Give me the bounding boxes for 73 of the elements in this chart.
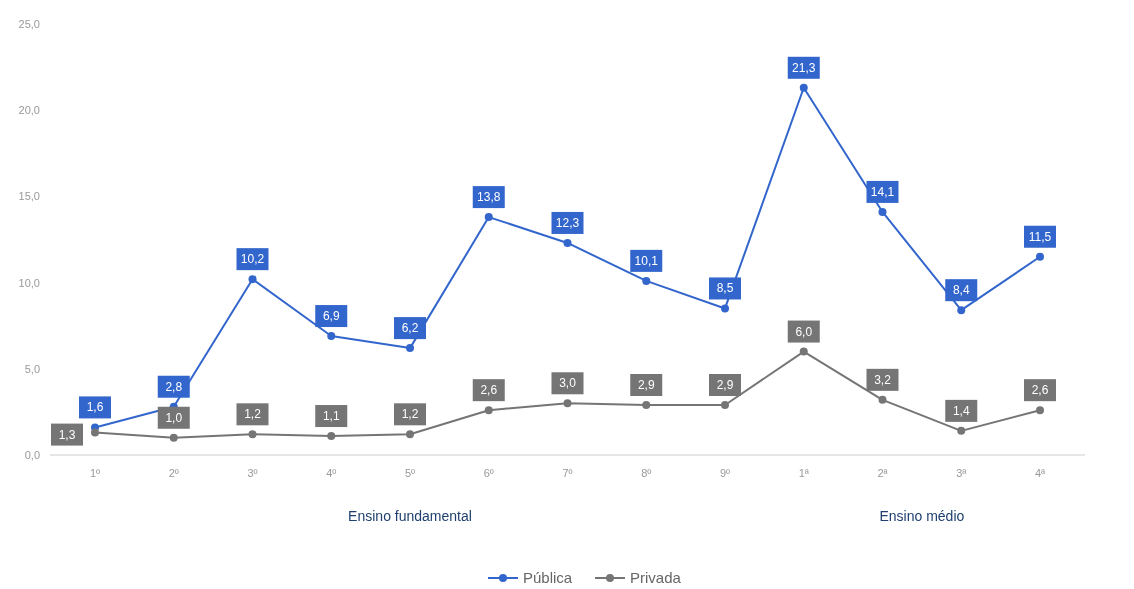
y-tick-label: 15,0 xyxy=(18,190,40,203)
point xyxy=(721,401,729,409)
x-tick-label: 7º xyxy=(562,467,573,479)
y-tick-label: 0,0 xyxy=(24,449,40,461)
point xyxy=(406,430,414,439)
point xyxy=(248,430,257,439)
data-label: 1,6 xyxy=(86,400,104,415)
x-tick-label: 2ª xyxy=(877,467,889,479)
y-tick-label: 25,0 xyxy=(18,18,40,30)
point xyxy=(563,399,572,408)
text: Ensino médio xyxy=(879,508,965,524)
data-label: 12,3 xyxy=(555,215,580,230)
point xyxy=(878,207,887,216)
point xyxy=(1036,252,1044,261)
point xyxy=(563,238,572,247)
point xyxy=(957,306,966,315)
data-label: 6,0 xyxy=(795,324,813,339)
legend-label: Pública xyxy=(523,569,573,586)
x-tick-label: 1º xyxy=(89,467,101,479)
data-label: 10,2 xyxy=(240,252,265,267)
x-tick-label: 4º xyxy=(326,467,337,479)
x-tick-label: 8º xyxy=(641,467,652,479)
point xyxy=(406,344,414,353)
x-tick-label: 9º xyxy=(719,467,731,479)
data-label: 3,2 xyxy=(874,372,892,387)
point xyxy=(721,304,729,313)
data-label: 6,2 xyxy=(401,321,419,336)
x-tick-label: 2º xyxy=(168,467,179,479)
x-tick-label: 4ª xyxy=(1034,467,1047,479)
y-tick-label: 20,0 xyxy=(18,104,40,117)
y-tick-label: 5,0 xyxy=(24,362,40,375)
data-label: 6,9 xyxy=(322,309,340,324)
point xyxy=(957,426,966,435)
data-label: 21,3 xyxy=(792,60,816,75)
data-label: 2,9 xyxy=(637,378,655,392)
x-tick-label: 3º xyxy=(247,467,258,479)
point xyxy=(878,395,887,404)
data-label: 1,4 xyxy=(952,403,970,418)
point xyxy=(91,428,99,437)
data-label: 2,8 xyxy=(165,379,183,394)
data-label: 14,1 xyxy=(870,184,895,199)
data-label: 1,1 xyxy=(322,409,340,424)
data-label: 1,2 xyxy=(401,407,419,422)
data-label: 1,3 xyxy=(58,427,76,442)
text: Ensino fundamental xyxy=(348,508,472,524)
point xyxy=(484,406,493,415)
x-tick-label: 3ª xyxy=(956,467,968,479)
data-label: 2,9 xyxy=(716,378,734,392)
point xyxy=(799,83,808,92)
legend-label: Privada xyxy=(630,569,682,586)
data-label: 11,5 xyxy=(1028,229,1052,244)
x-tick-label: 5º xyxy=(404,467,416,479)
point xyxy=(1036,406,1044,415)
point xyxy=(642,401,651,409)
point xyxy=(327,332,336,341)
data-label: 8,5 xyxy=(716,281,734,296)
point xyxy=(484,213,493,222)
point xyxy=(248,275,257,284)
point xyxy=(799,347,808,356)
point xyxy=(327,432,336,441)
point xyxy=(642,276,651,285)
data-label: 2,6 xyxy=(480,383,498,398)
y-tick-label: 10,0 xyxy=(18,276,40,289)
data-label: 2,6 xyxy=(1031,383,1049,398)
x-tick-label: 1ª xyxy=(798,467,810,479)
data-label: 10,1 xyxy=(634,253,659,268)
x-tick-label: 6º xyxy=(483,467,494,479)
data-label: 1,0 xyxy=(165,410,183,425)
point xyxy=(169,433,178,442)
data-label: 1,2 xyxy=(244,407,262,422)
data-label: 8,4 xyxy=(952,283,970,298)
data-label: 13,8 xyxy=(477,190,501,205)
data-label: 3,0 xyxy=(559,376,577,391)
